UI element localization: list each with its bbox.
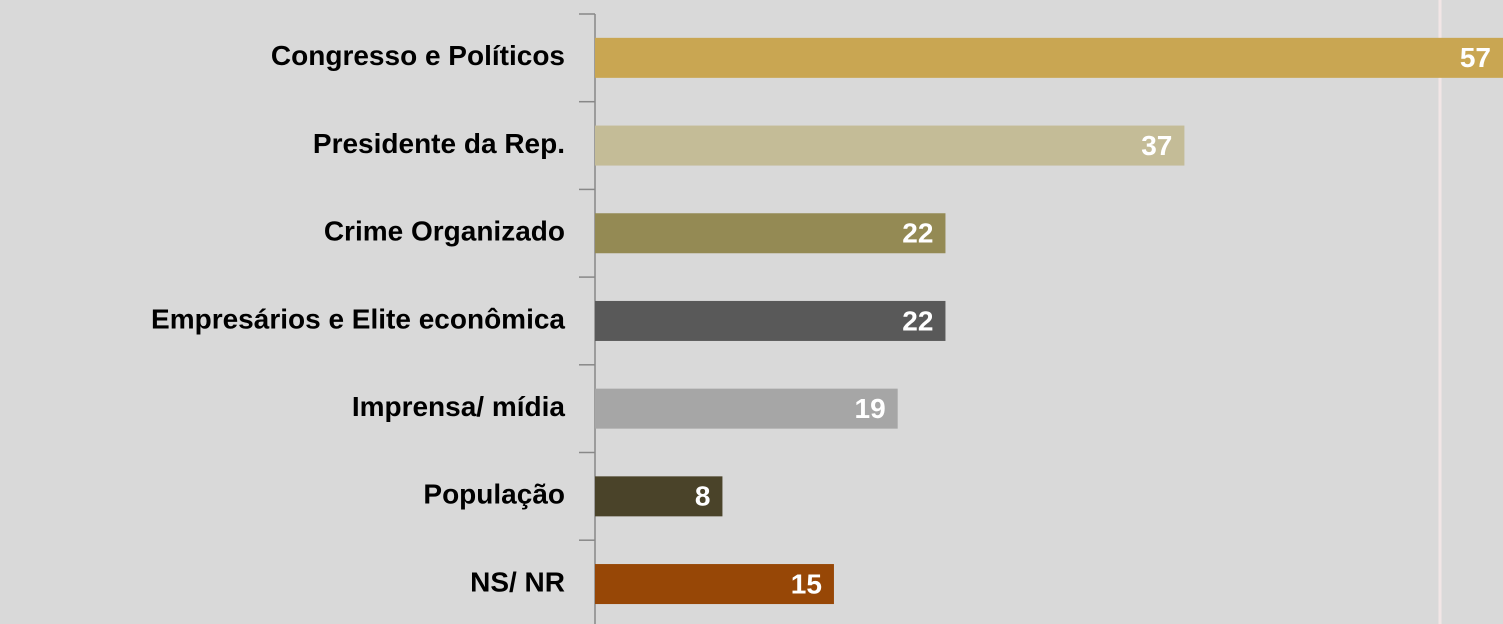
category-label: Crime Organizado <box>324 216 565 247</box>
value-label: 15 <box>791 568 822 599</box>
category-label: Imprensa/ mídia <box>352 391 566 422</box>
bar <box>595 388 898 429</box>
value-label: 37 <box>1141 130 1172 161</box>
category-label: População <box>423 479 565 510</box>
value-label: 57 <box>1460 42 1491 73</box>
category-label: Empresários e Elite econômica <box>151 303 565 334</box>
value-label: 22 <box>902 218 933 249</box>
category-label: NS/ NR <box>470 566 565 597</box>
value-label: 19 <box>855 393 886 424</box>
bar <box>595 213 946 254</box>
value-label: 22 <box>902 305 933 336</box>
bar <box>595 300 946 341</box>
bar <box>595 37 1503 78</box>
category-label: Presidente da Rep. <box>313 128 565 159</box>
bar <box>595 476 723 517</box>
value-label: 8 <box>695 481 711 512</box>
bar <box>595 125 1185 166</box>
category-label: Congresso e Políticos <box>271 40 565 71</box>
bar <box>595 564 834 605</box>
